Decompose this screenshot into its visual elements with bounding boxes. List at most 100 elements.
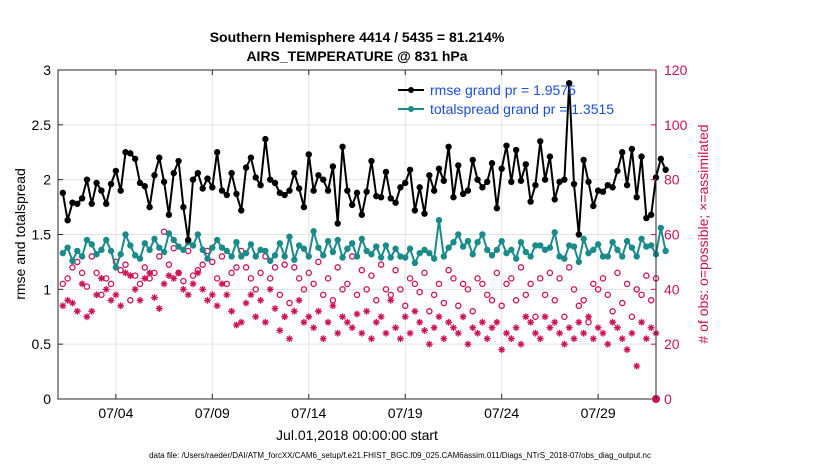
assimilated-obs-point <box>194 269 202 277</box>
asterisk-stroke <box>320 335 327 342</box>
assimilated-obs-point <box>305 313 313 321</box>
assimilated-obs-point <box>315 307 322 315</box>
rmse-point <box>517 177 525 184</box>
x-tick-label: 07/14 <box>291 405 326 421</box>
asterisk-stroke <box>402 313 409 320</box>
assimilated-obs-point <box>218 280 226 288</box>
rmse-point <box>107 180 115 188</box>
assimilated-obs-point <box>633 362 641 370</box>
rmse-point <box>585 178 592 186</box>
asterisk-stroke <box>243 300 249 306</box>
rmse-point <box>464 187 472 194</box>
assimilated-obs-point <box>580 329 588 337</box>
spread-point <box>416 249 423 257</box>
spread-point <box>421 246 428 254</box>
asterisk-stroke <box>267 286 274 293</box>
spread-point <box>633 253 640 260</box>
spread-point <box>382 242 390 249</box>
asterisk-stroke <box>633 363 640 369</box>
spread-point <box>194 231 202 238</box>
spread-point <box>291 256 298 263</box>
asterisk-stroke <box>604 341 611 348</box>
asterisk-stroke <box>219 281 225 287</box>
assimilated-obs-point <box>483 335 491 343</box>
rmse-point <box>479 184 486 191</box>
rmse-point <box>633 194 640 201</box>
rmse-point <box>402 179 409 187</box>
assimilated-obs-point <box>117 302 125 310</box>
assimilated-obs-point <box>522 313 530 321</box>
spread-point <box>498 237 505 245</box>
possible-obs-point <box>445 266 452 274</box>
possible-obs-point <box>209 258 216 266</box>
possible-obs-point <box>373 297 380 304</box>
possible-obs-point <box>618 299 626 307</box>
rmse-point <box>151 172 158 179</box>
asterisk-stroke <box>238 319 245 326</box>
spread-point <box>657 224 665 232</box>
rmse-point <box>324 187 332 194</box>
rmse-point <box>358 211 366 218</box>
asterisk-stroke <box>248 291 254 298</box>
rmse-point <box>103 200 110 207</box>
spread-point <box>252 253 259 260</box>
spread-point <box>286 233 293 240</box>
asterisk-stroke <box>113 291 119 298</box>
spread-point <box>228 253 235 260</box>
possible-obs-point <box>522 291 530 299</box>
asterisk-stroke <box>228 308 235 315</box>
spread-point <box>276 240 284 247</box>
rmse-point <box>445 143 452 150</box>
assimilated-obs-point <box>204 296 211 304</box>
possible-obs-point <box>440 299 448 307</box>
assimilated-obs-point <box>343 318 351 326</box>
spread-point <box>262 247 269 255</box>
asterisk-stroke <box>542 313 548 320</box>
rmse-point <box>291 169 298 177</box>
assimilated-obs-point <box>179 285 187 293</box>
y-tick-label-right: 120 <box>664 62 688 78</box>
rmse-point <box>78 195 86 202</box>
rmse-point <box>189 176 197 183</box>
asterisk-stroke <box>600 330 606 337</box>
asterisk-stroke <box>166 272 172 279</box>
spread-point <box>334 236 341 244</box>
data-file-footnote: data file: /Users/raeder/DAI/ATM_forcXX/… <box>149 451 651 460</box>
asterisk-stroke <box>513 324 519 331</box>
asterisk-stroke <box>88 308 95 315</box>
spread-point <box>339 254 346 261</box>
assimilated-obs-point <box>416 318 424 326</box>
possible-obs-point <box>266 275 274 282</box>
possible-obs-point <box>83 283 91 290</box>
assimilated-obs-point <box>406 329 414 337</box>
assimilated-obs-point <box>397 335 404 343</box>
assimilated-obs-point <box>503 329 510 337</box>
spread-point <box>146 246 153 254</box>
asterisk-stroke <box>527 319 534 326</box>
line-series <box>59 79 669 271</box>
asterisk-stroke <box>522 313 529 320</box>
rmse-point <box>599 188 607 195</box>
assimilated-obs-point <box>512 324 520 332</box>
possible-obs-point <box>93 269 100 277</box>
asterisk-stroke <box>199 286 206 293</box>
rmse-point <box>262 135 269 143</box>
spread-point <box>512 255 520 262</box>
possible-obs-point <box>647 297 655 304</box>
rmse-point <box>141 183 149 190</box>
asterisk-stroke <box>339 313 346 320</box>
rmse-point <box>512 146 520 154</box>
possible-obs-point <box>430 291 438 299</box>
spread-point <box>136 255 144 262</box>
possible-obs-point <box>213 275 221 282</box>
possible-obs-point <box>508 275 515 282</box>
asterisk-stroke <box>156 305 163 312</box>
asterisk-stroke <box>301 319 307 326</box>
asterisk-stroke <box>508 335 515 342</box>
possible-obs-point <box>614 269 621 277</box>
spread-point <box>503 249 510 257</box>
assimilated-obs-point <box>252 313 260 321</box>
rmse-point <box>59 189 67 197</box>
asterisk-stroke <box>103 286 110 293</box>
spread-point <box>324 237 332 245</box>
